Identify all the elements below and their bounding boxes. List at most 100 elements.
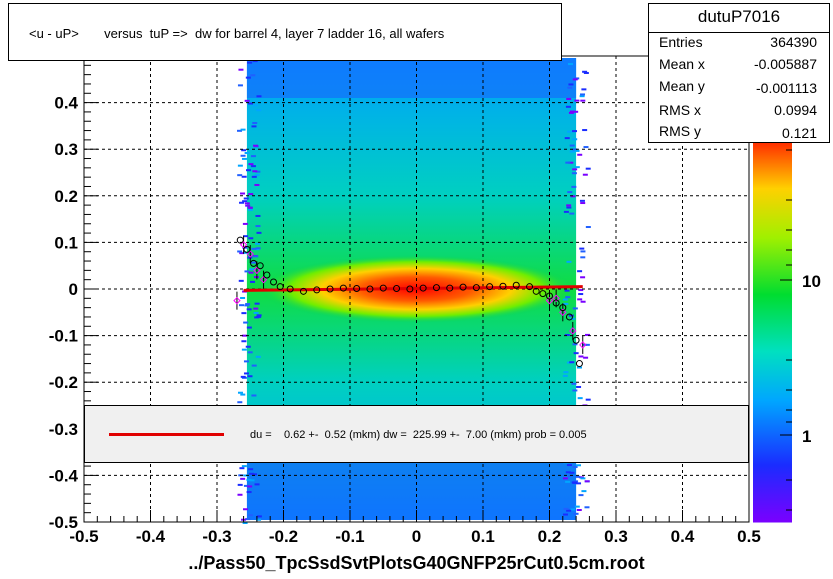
profile-point-magenta (569, 327, 577, 335)
density-speckle (572, 138, 578, 141)
density-speckle (580, 99, 586, 102)
density-speckle (252, 60, 258, 63)
density-speckle (573, 352, 579, 355)
profile-point-magenta (253, 266, 261, 275)
density-speckle (567, 130, 573, 133)
density-speckle (562, 374, 568, 377)
density-speckle (569, 361, 575, 364)
profile-point (552, 299, 560, 307)
density-speckle (562, 298, 568, 301)
y-tick-label: 0.3 (54, 140, 78, 159)
density-speckle (576, 366, 582, 369)
stat-label-mean-x: Mean x (659, 56, 705, 72)
density-speckle (569, 471, 575, 474)
density-speckle (576, 464, 582, 467)
density-speckle (580, 93, 586, 96)
density-speckle (248, 193, 254, 196)
density-speckle (578, 293, 584, 296)
density-speckle (582, 129, 588, 132)
fit-legend-line (109, 433, 224, 436)
profile-point-magenta (233, 296, 241, 305)
density-speckle (239, 304, 245, 307)
density-speckle (245, 76, 251, 79)
density-speckle (241, 465, 247, 468)
z-tick-label: 10 (802, 272, 821, 291)
density-speckle (566, 509, 572, 512)
density-speckle (566, 206, 572, 209)
density-speckle (584, 343, 590, 346)
x-tick-label: -0.3 (202, 527, 231, 546)
density-speckle (247, 208, 253, 211)
density-speckle (579, 199, 585, 202)
density-speckle (578, 289, 584, 292)
density-speckle (243, 321, 249, 324)
density-speckle (569, 212, 575, 215)
y-tick-label: 0 (69, 280, 78, 299)
density-speckle (568, 111, 574, 114)
density-speckle (239, 201, 245, 204)
x-tick-label: 0.4 (671, 527, 695, 546)
density-speckle (582, 173, 588, 176)
profile-point (263, 271, 271, 279)
density-speckle (241, 157, 247, 160)
stat-value-mean-y: -0.001113 (756, 80, 817, 96)
density-speckle (241, 312, 247, 315)
profile-point-magenta (579, 341, 587, 349)
density-speckle (571, 172, 577, 175)
density-speckle (564, 334, 570, 337)
density-speckle (247, 206, 253, 209)
density-speckle (570, 195, 576, 198)
density-speckle (243, 372, 249, 375)
density-speckle (246, 491, 252, 494)
profile-point (299, 287, 307, 295)
density-speckle (237, 84, 243, 87)
density-speckle (255, 242, 261, 245)
density-speckle (579, 247, 585, 250)
density-speckle (241, 340, 247, 343)
density-speckle (240, 393, 246, 396)
density-speckle (575, 475, 581, 478)
color-scale-bar (753, 143, 792, 522)
density-speckle (240, 477, 246, 480)
density-speckle (253, 144, 259, 147)
density-speckle (247, 351, 253, 354)
density-speckle (572, 343, 578, 346)
density-speckle (243, 197, 249, 200)
profile-point (236, 236, 244, 244)
density-speckle (580, 256, 586, 259)
density-speckle (567, 86, 573, 89)
profile-point (243, 245, 251, 253)
stat-value-entries: 364390 (770, 34, 817, 50)
density-speckle (256, 518, 262, 521)
density-speckle (243, 360, 249, 363)
profile-point (276, 283, 284, 291)
density-speckle (572, 78, 578, 81)
y-tick-label: -0.1 (49, 327, 78, 346)
density-speckle (572, 130, 578, 133)
density-speckle (242, 521, 248, 524)
profile-point (393, 285, 401, 293)
profile-point (512, 281, 520, 289)
profile-point (286, 285, 294, 293)
profile-point (459, 283, 467, 291)
density-speckle (250, 74, 256, 77)
profile-point (250, 259, 258, 267)
profile-point-magenta (246, 250, 254, 258)
stats-name: dutuP7016 (697, 7, 781, 26)
density-speckle (252, 473, 258, 476)
density-speckle (565, 471, 571, 474)
density-speckle (255, 355, 261, 358)
density-speckle (573, 480, 579, 483)
density-speckle (241, 175, 247, 178)
density-speckle (584, 480, 590, 483)
x-tick-label: 0.5 (737, 527, 761, 546)
density-speckle (244, 202, 250, 205)
density-speckle (568, 161, 574, 164)
density-speckle (248, 237, 254, 240)
stat-value-rms-x: 0.0994 (774, 102, 817, 118)
density-speckle (244, 304, 250, 307)
stat-value-rms-y: 0.121 (781, 125, 817, 141)
density-speckle (239, 252, 245, 255)
profile-point (270, 278, 278, 286)
density-speckle (237, 401, 243, 404)
